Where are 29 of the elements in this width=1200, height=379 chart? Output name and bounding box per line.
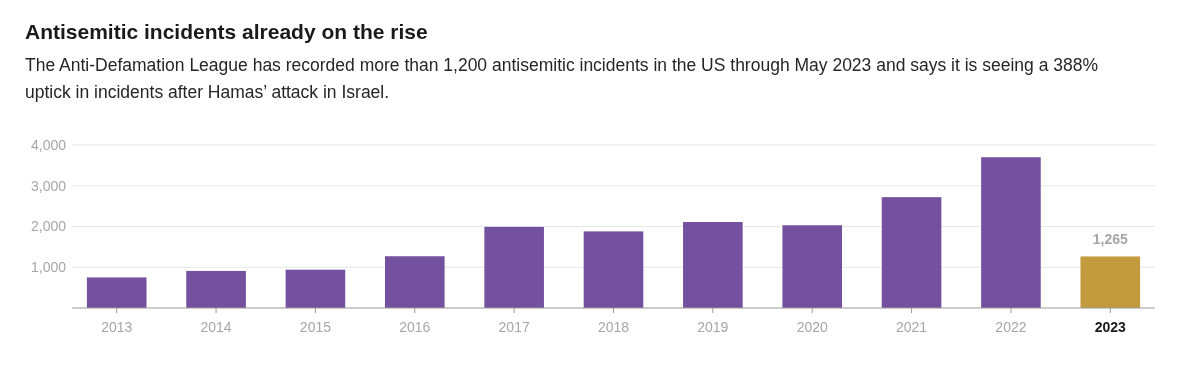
bar bbox=[1080, 256, 1141, 308]
x-tick-label: 2019 bbox=[697, 319, 729, 335]
bar bbox=[583, 231, 644, 308]
x-tick-label: 2018 bbox=[597, 319, 630, 335]
bar bbox=[782, 225, 843, 308]
bar bbox=[881, 197, 942, 308]
y-tick-label: 3,000 bbox=[30, 177, 67, 194]
x-tick-label: 2015 bbox=[299, 319, 332, 335]
x-tick-label: 2014 bbox=[200, 319, 232, 335]
y-tick-label: 4,000 bbox=[30, 136, 67, 153]
bar bbox=[384, 256, 445, 308]
x-tick-label: 2020 bbox=[796, 319, 828, 335]
chart-subtitle: The Anti-Defamation League has recorded more than 1,200 antisemitic incidents in the US through May 2023 and says it is seeing a 388% uptick in incidents after Hamas’ attack in Israel. bbox=[25, 54, 1099, 104]
y-tick-label: 1,000 bbox=[30, 259, 67, 276]
bar bbox=[484, 226, 544, 308]
y-tick-label: 2,000 bbox=[30, 218, 67, 235]
x-tick-label: 2021 bbox=[896, 319, 928, 335]
bar bbox=[86, 277, 147, 308]
x-tick-label: 2023 bbox=[1094, 319, 1127, 335]
x-tick-label: 2017 bbox=[498, 319, 530, 335]
bar bbox=[285, 269, 346, 308]
x-tick-label: 2022 bbox=[995, 319, 1027, 335]
bar bbox=[186, 270, 246, 308]
bar bbox=[981, 157, 1041, 308]
x-tick-label: 2013 bbox=[101, 319, 133, 335]
x-tick-label: 2016 bbox=[399, 319, 431, 335]
chart-title: Antisemitic incidents already on the rise bbox=[25, 20, 429, 44]
data-label: 1,265 bbox=[1092, 231, 1129, 248]
bar bbox=[683, 222, 743, 308]
